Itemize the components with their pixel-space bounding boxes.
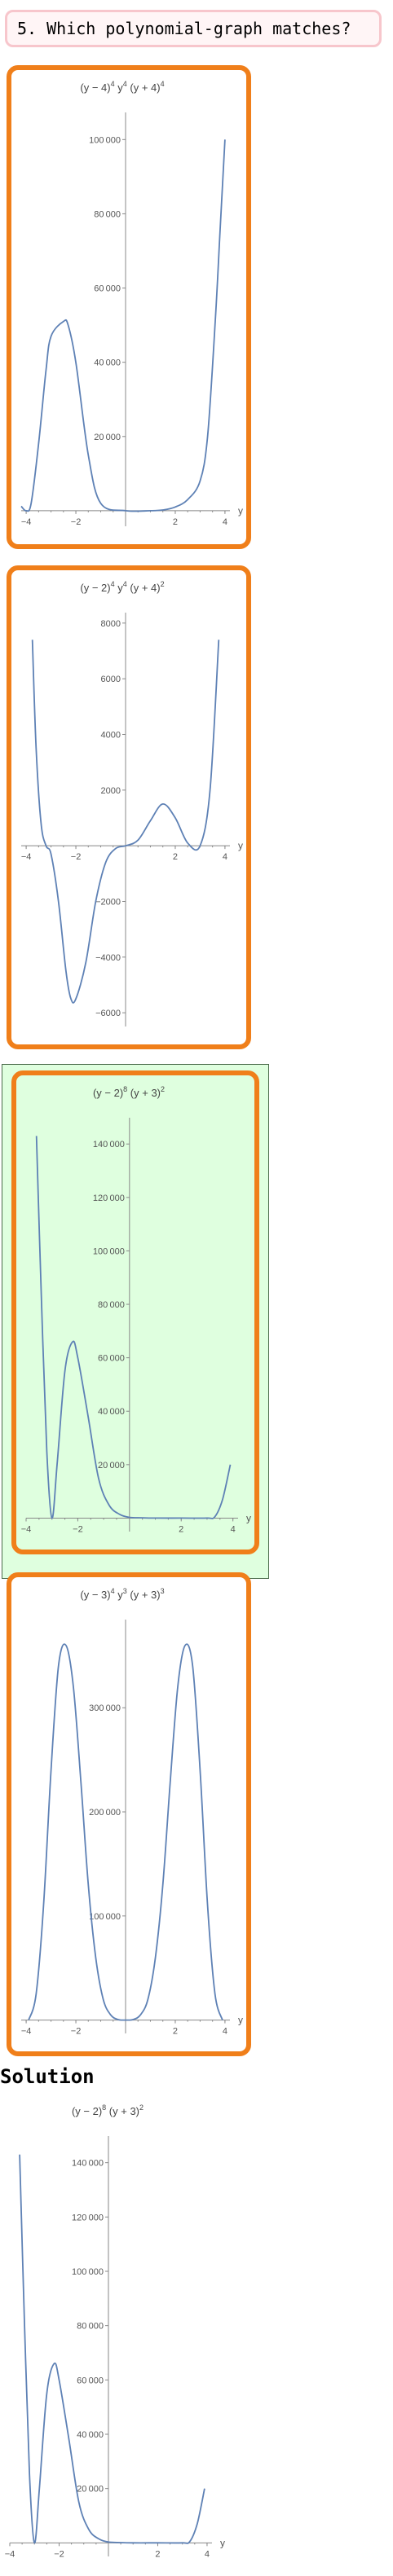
option-card-d[interactable]: (y − 3)4 y3 (y + 3)3 −4 −2 2 4 100 000 200 000… [7,1572,251,2056]
y-tick-label: 40 000 [98,1407,125,1417]
y-tick-label: 40 000 [77,2430,104,2440]
y-tick-label: 40 000 [94,358,121,368]
y-tick-label: 60 000 [94,284,121,294]
x-tick-label: 4 [223,2027,227,2037]
x-tick-label: −2 [71,852,82,862]
x-tick-label: 2 [173,852,178,862]
y-tick-label: 60 000 [98,1354,125,1364]
x-tick-label: −2 [54,2549,64,2559]
x-tick-label: −2 [73,1524,83,1534]
option-plot-c: (y − 2)8 (y + 3)2 −4 −2 2 4 20 000 40 000 60 00… [21,1085,251,1534]
x-axis-label: y [238,505,243,517]
x-tick-label: −4 [21,852,32,862]
x-tick-label: −4 [21,517,32,527]
y-tick-label: 4000 [101,731,121,741]
option-card-b[interactable]: (y − 2)4 y4 (y + 4)2 −4 −2 2 4 −6000 −4000 −200… [7,565,251,1049]
y-tick-label: 80 000 [77,2322,104,2332]
y-tick-label: 120 000 [93,1193,125,1203]
y-tick-label: 100 000 [93,1246,125,1256]
solution-plot: (y − 2)8 (y + 3)2 −4 −2 2 4 20 000 40 000 60 00… [5,2103,225,2559]
x-axis-label: y [220,2537,225,2548]
y-tick-label: 20 000 [98,1461,125,1470]
x-tick-label: −2 [71,517,82,527]
x-tick-label: −4 [21,1524,32,1534]
y-tick-label: 20 000 [77,2485,104,2495]
x-axis-label: y [238,2015,243,2026]
plot-title: (y − 2)8 (y + 3)2 [93,1085,165,1099]
y-tick-label: −6000 [95,1009,121,1018]
option-plot-d: (y − 3)4 y3 (y + 3)3 −4 −2 2 4 100 000 200 000… [21,1587,243,2037]
curve-series [19,2154,205,2544]
plot-title: (y − 3)4 y3 (y + 3)3 [80,1587,164,1601]
x-axis-label: y [246,1512,251,1523]
y-tick-label: 140 000 [93,1140,125,1150]
x-tick-label: 2 [179,1524,183,1534]
y-tick-label: −4000 [95,953,121,963]
y-tick-label: 120 000 [72,2213,104,2222]
plot-title: (y − 4)4 y4 (y + 4)4 [80,80,164,94]
y-tick-label: 60 000 [77,2376,104,2385]
y-tick-label: 80 000 [94,209,121,219]
x-tick-label: 2 [173,517,178,527]
option-card-a[interactable]: (y − 4)4 y4 (y + 4)4 −4 −2 2 4 20 000 40 000 60… [7,65,251,549]
option-plot-b: (y − 2)4 y4 (y + 4)2 −4 −2 2 4 −6000 −4000 −200… [21,580,243,1026]
solution-plot-container: (y − 2)8 (y + 3)2 −4 −2 2 4 20 000 40 000 60 00… [0,2094,228,2574]
solution-heading: Solution [0,2065,95,2088]
y-tick-label: 300 000 [89,1703,121,1713]
curve-series [20,139,226,512]
y-tick-label: 20 000 [94,433,121,442]
y-tick-label: −2000 [95,898,121,908]
y-tick-label: 2000 [101,786,121,796]
y-tick-label: 140 000 [72,2159,104,2169]
question-prompt: 5. Which polynomial‐graph matches? [5,10,382,47]
x-tick-label: 2 [173,2027,178,2037]
y-tick-label: 6000 [101,675,121,684]
x-axis-label: y [238,840,243,851]
x-tick-label: 4 [205,2549,210,2559]
y-tick-label: 8000 [101,619,121,629]
y-tick-label: 100 000 [89,135,121,145]
curve-series [35,1136,232,1519]
x-tick-label: −2 [71,2027,82,2037]
option-card-c[interactable]: (y − 2)8 (y + 3)2 −4 −2 2 4 20 000 40 000 60 00… [11,1070,259,1554]
x-tick-label: 4 [231,1524,236,1534]
x-tick-label: −4 [21,2027,32,2037]
y-tick-label: 100 000 [72,2267,104,2277]
x-tick-label: 2 [155,2549,160,2559]
x-tick-label: 4 [223,517,227,527]
x-tick-label: −4 [5,2549,15,2559]
plot-title: (y − 2)8 (y + 3)2 [72,2103,144,2117]
plot-title: (y − 2)4 y4 (y + 4)2 [80,580,164,594]
y-tick-label: 200 000 [89,1808,121,1818]
curve-series [31,640,220,1004]
y-tick-label: 80 000 [98,1300,125,1310]
option-plot-a: (y − 4)4 y4 (y + 4)4 −4 −2 2 4 20 000 40 000 60… [20,80,243,527]
y-tick-label: 100 000 [89,1912,121,1922]
curve-series [28,1643,223,2021]
x-tick-label: 4 [223,852,227,862]
